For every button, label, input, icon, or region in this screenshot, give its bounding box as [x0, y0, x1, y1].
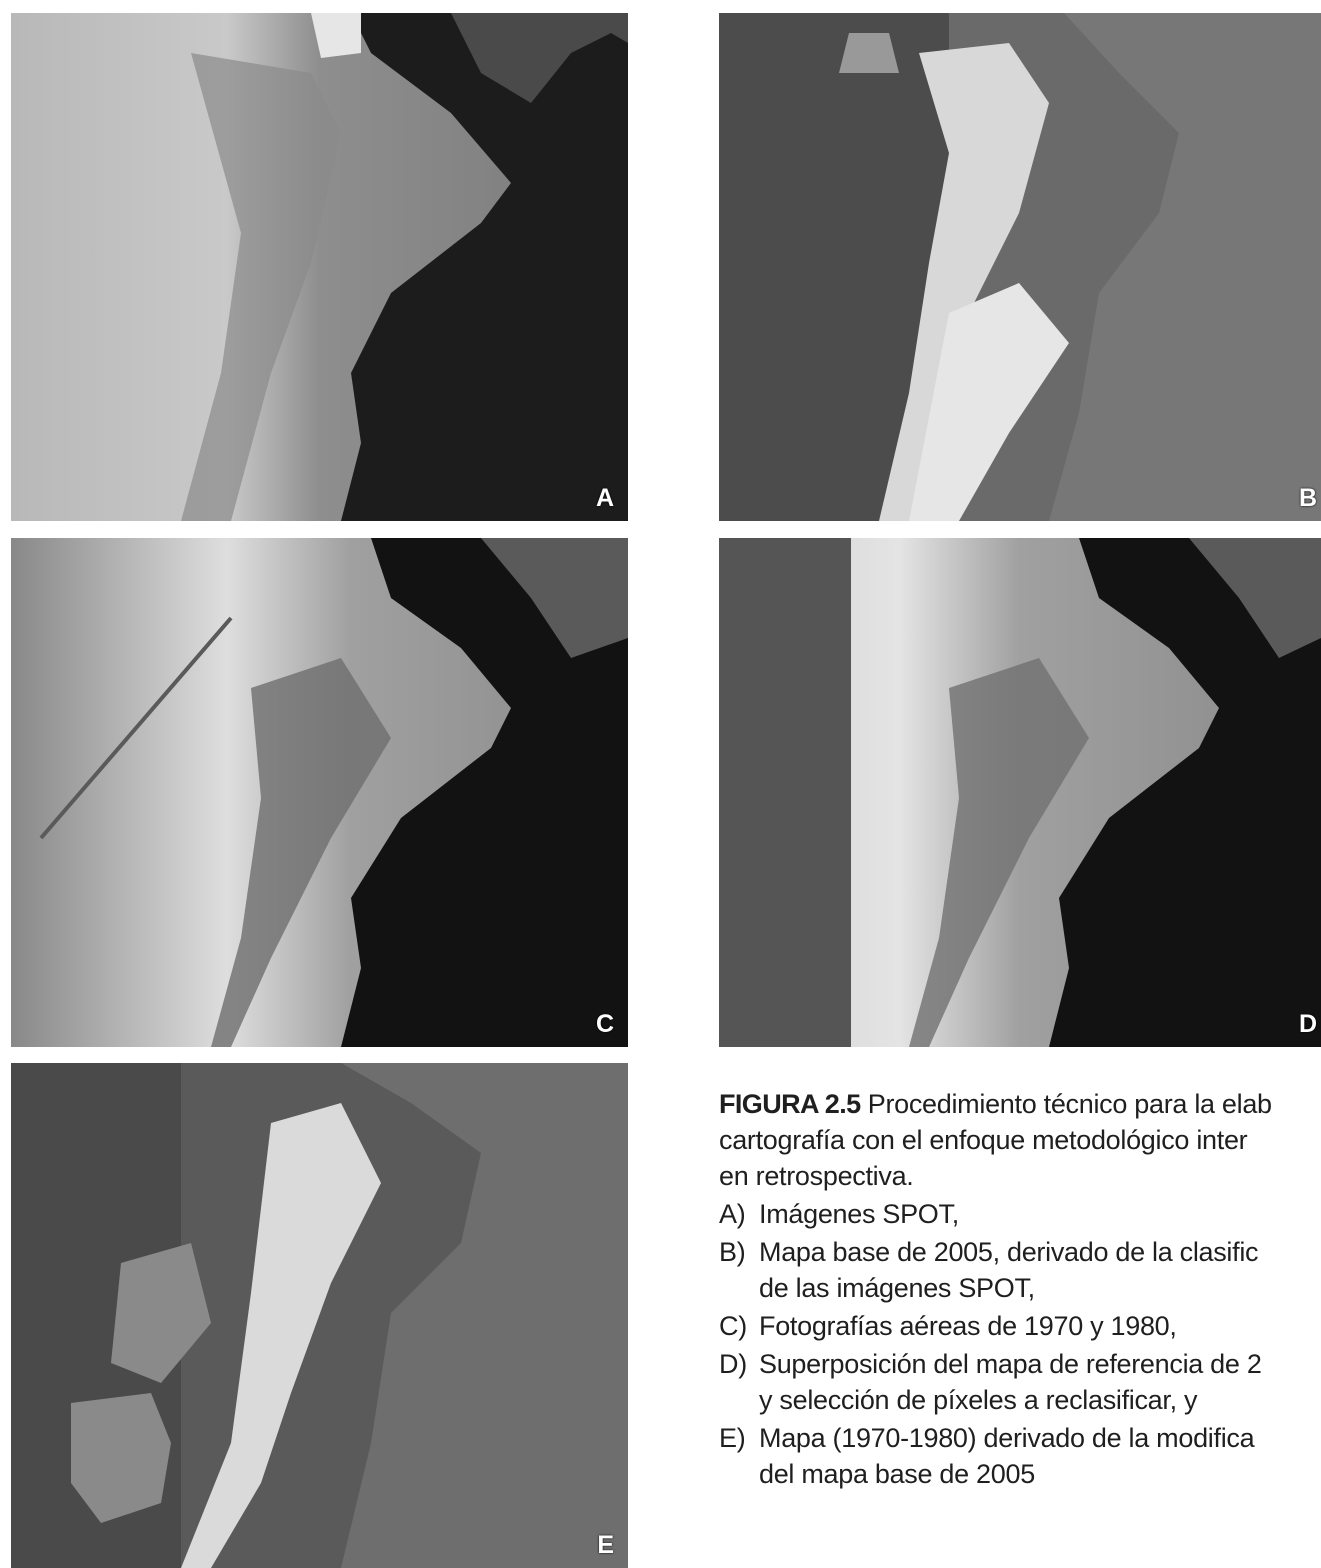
caption-line: FIGURA 2.5 Procedimiento técnico para la… [719, 1086, 1321, 1122]
caption-item-text: Mapa (1970-1980) derivado de la modifica… [759, 1420, 1321, 1492]
panel-c-aerial-photos: C [11, 538, 628, 1047]
caption-item-line: Mapa base de 2005, derivado de la clasif… [759, 1237, 1259, 1267]
panel-a-image [11, 13, 628, 521]
caption-item-line: de las imágenes SPOT, [759, 1273, 1035, 1303]
panel-a-spot-image: A [11, 13, 628, 521]
caption-item-text: Imágenes SPOT, [759, 1196, 1321, 1232]
panel-e-image [11, 1063, 628, 1568]
caption-item-line: y selección de píxeles a reclasificar, y [759, 1385, 1198, 1415]
caption-item-key: B) [719, 1237, 746, 1267]
caption-item-key: E) [719, 1423, 746, 1453]
panel-label: E [597, 1531, 614, 1559]
caption-item: C) Fotografías aéreas de 1970 y 1980, [719, 1308, 1321, 1344]
caption-item-line: Mapa (1970-1980) derivado de la modifica [759, 1423, 1255, 1453]
panel-b-image [719, 13, 1321, 521]
caption-item-line: Fotografías aéreas de 1970 y 1980, [759, 1311, 1177, 1341]
caption-item-line: Imágenes SPOT, [759, 1199, 959, 1229]
caption-item: D) Superposición del mapa de referencia … [719, 1346, 1321, 1418]
caption-item-text: Superposición del mapa de referencia de … [759, 1346, 1321, 1418]
caption-line: cartografía con el enfoque metodológico … [719, 1125, 1248, 1155]
caption-item: A) Imágenes SPOT, [719, 1196, 1321, 1232]
caption-item-text: Mapa base de 2005, derivado de la clasif… [759, 1234, 1321, 1306]
figure-number: FIGURA 2.5 [719, 1089, 861, 1119]
caption-item-text: Fotografías aéreas de 1970 y 1980, [759, 1308, 1321, 1344]
panel-d-image [719, 538, 1321, 1047]
caption-item-line: del mapa base de 2005 [759, 1459, 1035, 1489]
panel-label: C [595, 1010, 614, 1038]
caption-item: B) Mapa base de 2005, derivado de la cla… [719, 1234, 1321, 1306]
figure-caption: FIGURA 2.5 Procedimiento técnico para la… [719, 1086, 1321, 1568]
caption-item-key: A) [719, 1199, 746, 1229]
panel-c-image [11, 538, 628, 1047]
caption-item-key: D) [719, 1349, 747, 1379]
panel-d-overlay: D [719, 538, 1321, 1047]
caption-list: A) Imágenes SPOT, B) Mapa base de 2005, … [719, 1196, 1321, 1492]
panel-label: B [1298, 484, 1317, 512]
panel-label: D [1298, 1010, 1317, 1038]
caption-item: E) Mapa (1970-1980) derivado de la modif… [719, 1420, 1321, 1492]
panel-label: A [595, 484, 614, 512]
caption-item-key: C) [719, 1311, 747, 1341]
caption-line: en retrospectiva. [719, 1161, 914, 1191]
panel-e-derived-map: E [11, 1063, 628, 1568]
caption-text: Procedimiento técnico para la elab [867, 1089, 1272, 1119]
panel-b-base-map-2005: B [719, 13, 1321, 521]
caption-item-line: Superposición del mapa de referencia de … [759, 1349, 1262, 1379]
